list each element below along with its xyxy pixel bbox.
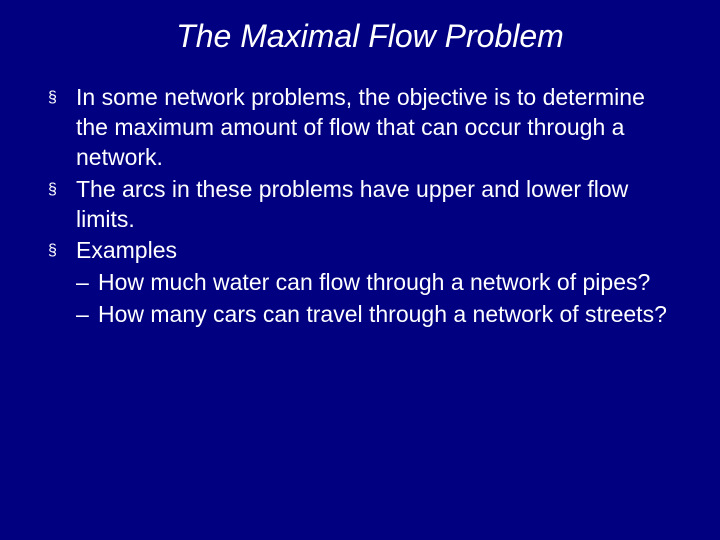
sub-bullet-text: How much water can flow through a networ… <box>98 268 680 298</box>
bullet-item: § Examples <box>48 236 680 266</box>
bullet-item: § The arcs in these problems have upper … <box>48 175 680 235</box>
bullet-text: The arcs in these problems have upper an… <box>76 175 680 235</box>
dash-bullet-icon: – <box>76 300 98 330</box>
slide: The Maximal Flow Problem § In some netwo… <box>0 0 720 540</box>
dash-bullet-icon: – <box>76 268 98 298</box>
sub-bullet-text: How many cars can travel through a netwo… <box>98 300 680 330</box>
sub-bullet-item: – How much water can flow through a netw… <box>76 268 680 298</box>
slide-body: § In some network problems, the objectiv… <box>40 83 680 330</box>
square-bullet-icon: § <box>48 83 76 109</box>
slide-title: The Maximal Flow Problem <box>60 18 680 55</box>
square-bullet-icon: § <box>48 236 76 262</box>
square-bullet-icon: § <box>48 175 76 201</box>
sub-bullet-item: – How many cars can travel through a net… <box>76 300 680 330</box>
bullet-item: § In some network problems, the objectiv… <box>48 83 680 173</box>
bullet-text: In some network problems, the objective … <box>76 83 680 173</box>
bullet-text: Examples <box>76 236 680 266</box>
